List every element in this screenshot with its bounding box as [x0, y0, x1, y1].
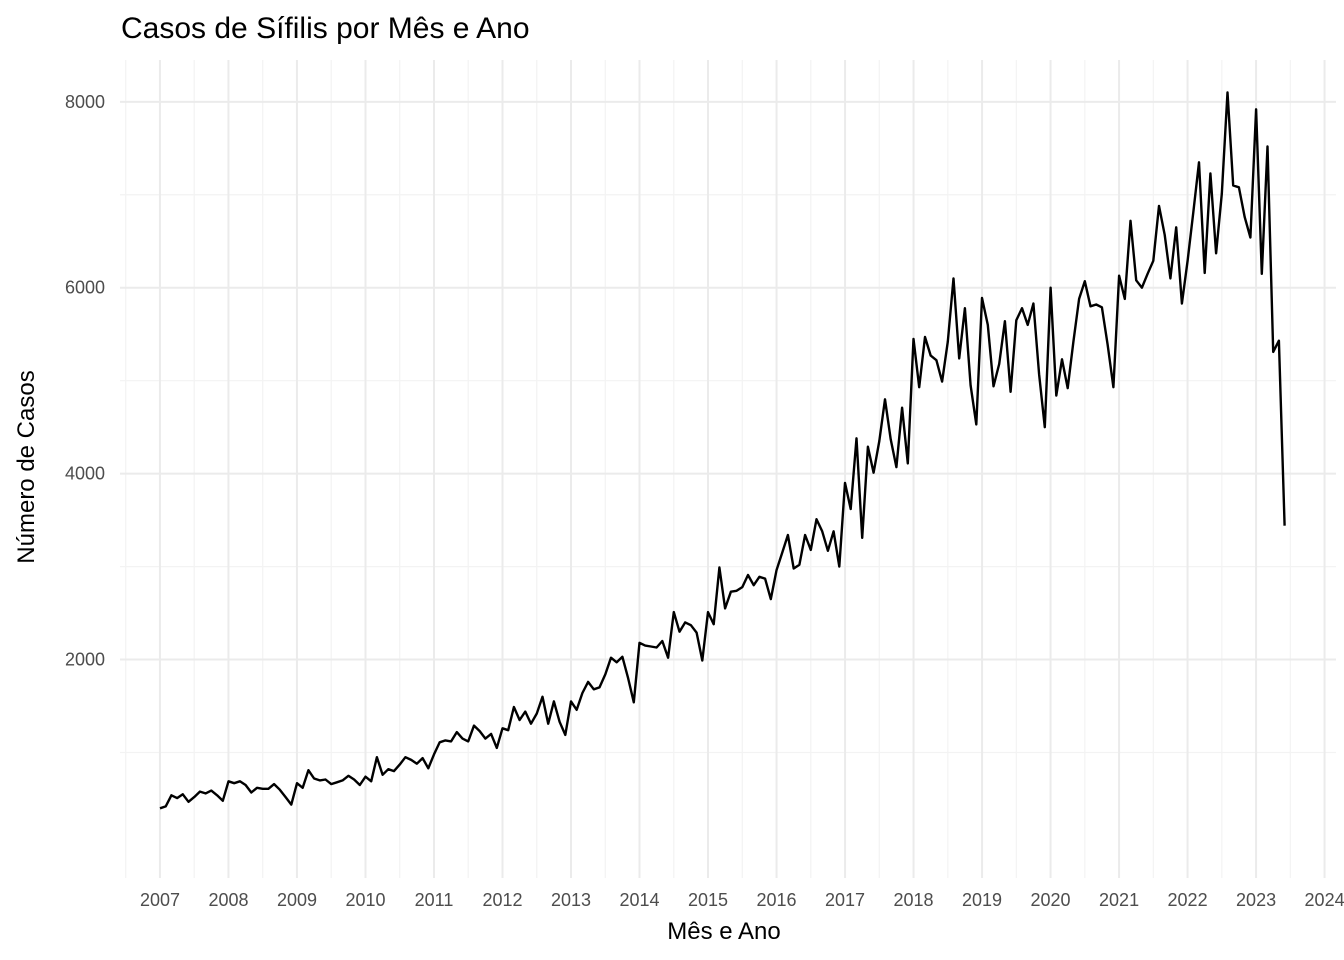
x-tick-label: 2011 — [415, 890, 454, 910]
x-axis-title: Mês e Ano — [667, 918, 780, 945]
y-tick-label: 8000 — [65, 92, 105, 112]
x-tick-label: 2017 — [825, 890, 865, 910]
major-vertical-gridlines — [158, 60, 1326, 878]
major-horizontal-gridlines — [120, 100, 1336, 661]
x-tick-label: 2013 — [551, 890, 591, 910]
y-tick-label: 4000 — [65, 464, 105, 484]
x-tick-label: 2015 — [688, 890, 728, 910]
x-tick-label: 2009 — [277, 890, 317, 910]
x-tick-label: 2023 — [1236, 890, 1276, 910]
y-axis-title: Número de Casos — [13, 370, 40, 563]
x-axis-tick-labels: 2007 2008 2009 2010 2011 2012 2013 2014 2015 2016… — [140, 890, 1344, 910]
series-line — [159, 91, 1286, 810]
x-tick-label: 2008 — [208, 890, 248, 910]
y-axis-tick-labels: 2000 4000 6000 8000 — [65, 92, 105, 670]
y-tick-label: 6000 — [65, 278, 105, 298]
minor-horizontal-gridlines — [120, 194, 1336, 754]
x-tick-label: 2007 — [140, 890, 180, 910]
x-tick-label: 2012 — [482, 890, 522, 910]
x-tick-label: 2014 — [619, 890, 659, 910]
x-tick-label: 2018 — [894, 890, 934, 910]
x-tick-label: 2020 — [1031, 890, 1071, 910]
x-tick-label: 2022 — [1168, 890, 1208, 910]
x-tick-label: 2024 — [1305, 890, 1344, 910]
x-tick-label: 2010 — [345, 890, 385, 910]
x-tick-label: 2021 — [1099, 890, 1139, 910]
minor-vertical-gridlines — [125, 60, 1291, 878]
y-tick-label: 2000 — [65, 650, 105, 670]
chart-title: Casos de Sífilis por Mês e Ano — [121, 12, 530, 45]
x-tick-label: 2019 — [962, 890, 1002, 910]
x-tick-label: 2016 — [757, 890, 797, 910]
